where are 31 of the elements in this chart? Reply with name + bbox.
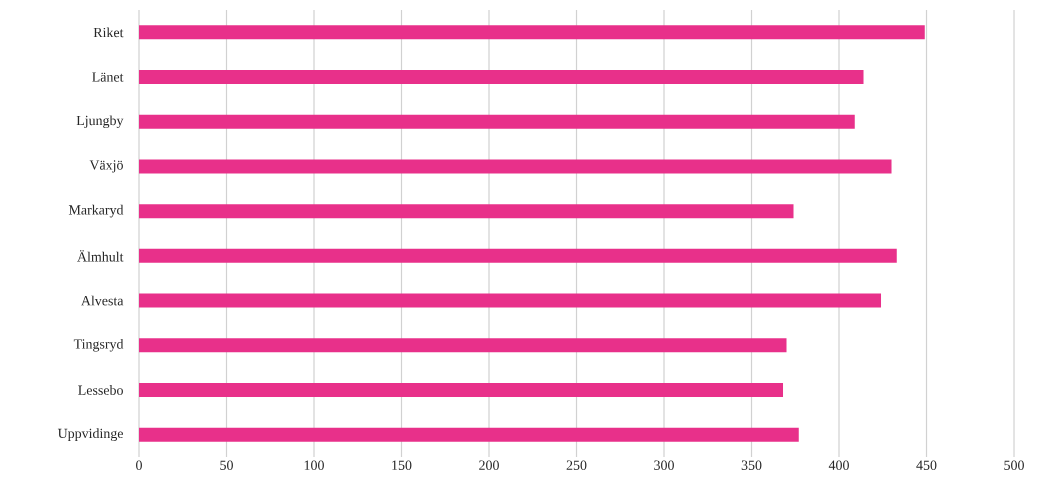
bar	[139, 248, 897, 263]
bar	[139, 382, 784, 397]
y-tick-label: Tingsryd	[73, 338, 124, 352]
bar	[139, 204, 794, 219]
bar	[139, 338, 787, 353]
bar	[139, 159, 892, 174]
x-tick-label: 500	[1004, 460, 1024, 470]
x-tick-label: 200	[479, 460, 499, 470]
bar	[139, 114, 855, 129]
y-tick-label: Länet	[92, 72, 124, 82]
x-tick-label: 400	[828, 460, 849, 470]
x-tick-label: 150	[392, 460, 412, 470]
bar	[139, 427, 799, 442]
x-tick-label: 100	[304, 460, 324, 470]
bar	[139, 293, 882, 308]
x-tick-label: 250	[566, 460, 587, 470]
y-tick-label: Lessebo	[78, 385, 123, 395]
x-tick-label: 350	[741, 460, 762, 470]
x-tick-label: 450	[916, 460, 937, 470]
x-tick-label: 300	[654, 460, 674, 470]
y-tick-label: Markaryd	[68, 204, 124, 218]
bar	[139, 25, 925, 40]
y-tick-label: Älmhult	[77, 250, 124, 262]
x-tick-label: 0	[136, 460, 142, 470]
y-tick-label: Ljungby	[76, 115, 124, 129]
y-tick-label: Riket	[93, 27, 124, 38]
y-tick-label: Växjö	[89, 160, 123, 173]
y-tick-label: Alvesta	[81, 295, 124, 306]
y-tick-label: Uppvidinge	[57, 428, 123, 441]
x-tick-label: 50	[220, 460, 233, 470]
bar	[139, 70, 864, 85]
